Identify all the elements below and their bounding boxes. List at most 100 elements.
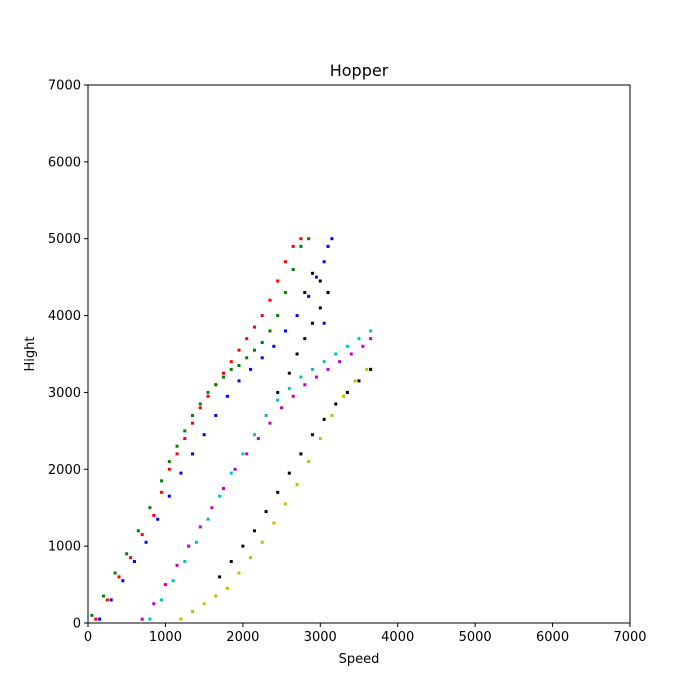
data-point	[264, 413, 268, 417]
x-tick-label: 6000	[536, 630, 569, 645]
plot-frame	[87, 84, 631, 624]
data-point	[287, 471, 291, 475]
data-point	[311, 367, 315, 371]
data-point	[330, 413, 334, 417]
data-point	[365, 367, 369, 371]
x-tick-label: 1000	[149, 630, 182, 645]
data-point	[202, 602, 206, 606]
data-point	[187, 544, 191, 548]
data-point	[125, 552, 129, 556]
data-point	[314, 375, 318, 379]
data-point	[167, 460, 171, 464]
data-point	[229, 367, 233, 371]
data-point	[249, 367, 253, 371]
data-point	[249, 556, 253, 560]
data-point	[276, 279, 280, 283]
y-tick-label: 0	[73, 617, 81, 632]
data-point	[132, 560, 136, 564]
data-point	[129, 556, 133, 560]
data-point	[268, 421, 272, 425]
data-point	[260, 540, 264, 544]
y-tick-label: 5000	[48, 232, 81, 247]
data-point	[171, 579, 175, 583]
data-point	[156, 517, 160, 521]
data-point	[152, 513, 156, 517]
data-point	[175, 444, 179, 448]
data-point	[299, 452, 303, 456]
scatter-points	[90, 237, 373, 621]
data-point	[345, 390, 349, 394]
series-5	[179, 367, 369, 621]
data-point	[202, 433, 206, 437]
data-point	[167, 494, 171, 498]
y-tick-label: 2000	[48, 463, 81, 478]
data-point	[357, 337, 361, 341]
data-point	[210, 506, 214, 510]
data-point	[183, 429, 187, 433]
data-point	[206, 517, 210, 521]
data-point	[237, 571, 241, 575]
data-point	[283, 260, 287, 264]
data-point	[160, 490, 164, 494]
data-point	[140, 617, 144, 621]
data-point	[109, 598, 113, 602]
data-point	[98, 617, 102, 621]
data-point	[113, 571, 117, 575]
data-point	[222, 487, 225, 490]
data-point	[322, 360, 326, 364]
data-point	[276, 398, 280, 402]
data-point	[334, 402, 338, 406]
data-point	[260, 356, 264, 360]
data-point	[225, 586, 229, 590]
data-point	[167, 467, 171, 471]
data-point	[152, 602, 156, 606]
data-point	[222, 375, 225, 379]
data-point	[295, 314, 299, 318]
y-tick-label: 4000	[48, 309, 81, 324]
y-tick-label: 6000	[48, 155, 81, 170]
x-tick-label: 5000	[459, 630, 492, 645]
data-point	[191, 421, 195, 425]
data-point	[245, 356, 249, 360]
data-point	[233, 467, 237, 471]
data-point	[283, 329, 287, 333]
x-axis: 0 1000 2000 3000 4000 5000 6000 7000	[84, 623, 647, 645]
data-point	[241, 544, 245, 548]
data-point	[198, 406, 202, 410]
data-point	[330, 237, 334, 241]
data-point	[94, 617, 98, 621]
data-point	[322, 260, 326, 264]
data-point	[191, 413, 195, 417]
data-point	[349, 352, 353, 356]
data-point	[369, 329, 373, 333]
x-tick-label: 3000	[304, 630, 337, 645]
data-point	[148, 617, 152, 621]
x-tick-label: 0	[84, 630, 92, 645]
data-point	[299, 375, 303, 379]
data-point	[326, 291, 330, 295]
x-tick-label: 7000	[613, 630, 646, 645]
data-point	[175, 452, 179, 456]
data-point	[252, 529, 256, 533]
data-point	[338, 360, 342, 364]
data-point	[237, 348, 241, 352]
data-point	[160, 479, 164, 483]
data-point	[252, 433, 256, 437]
data-point	[322, 321, 326, 325]
data-point	[214, 383, 218, 387]
data-point	[225, 394, 229, 398]
data-point	[237, 364, 241, 368]
data-point	[276, 314, 280, 318]
y-tick-label: 7000	[48, 79, 81, 94]
data-point	[101, 594, 105, 598]
y-axis-label: Hight	[23, 337, 38, 372]
x-tick-label: 4000	[381, 630, 414, 645]
chart-title: Hopper	[330, 61, 389, 80]
data-point	[276, 490, 280, 494]
data-point	[283, 291, 287, 295]
data-point	[283, 502, 287, 506]
data-point	[105, 598, 109, 602]
data-point	[241, 452, 245, 456]
data-point	[299, 237, 303, 241]
